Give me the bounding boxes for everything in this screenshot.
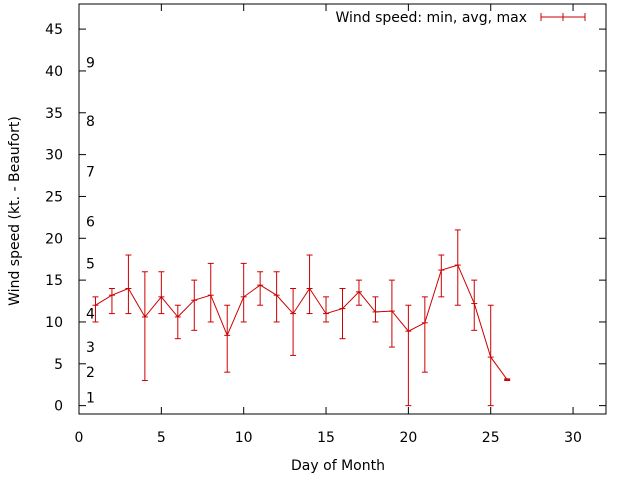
beaufort-labels: 1 2 3 4 5 6 7 8 9 bbox=[86, 56, 95, 407]
beaufort-label: 2 bbox=[86, 365, 95, 381]
x-tick-label: 20 bbox=[399, 430, 417, 446]
x-tick-label: 15 bbox=[317, 430, 335, 446]
beaufort-label: 1 bbox=[86, 390, 95, 406]
y-tick-label: 30 bbox=[45, 148, 63, 164]
beaufort-label: 6 bbox=[86, 215, 95, 231]
beaufort-label: 3 bbox=[86, 340, 95, 356]
y-tick-label: 15 bbox=[45, 273, 63, 289]
x-tick-label: 5 bbox=[157, 430, 166, 446]
beaufort-label: 7 bbox=[86, 164, 95, 180]
legend-entry-label: Wind speed: min, avg, max bbox=[335, 10, 527, 26]
y-tick-label: 35 bbox=[45, 106, 63, 122]
plot-frame bbox=[78, 3, 607, 415]
legend: Wind speed: min, avg, max bbox=[335, 10, 586, 26]
series-line-wind-speed bbox=[95, 264, 508, 380]
x-tick-label: 10 bbox=[235, 430, 253, 446]
x-tick-label: 0 bbox=[75, 430, 84, 446]
x-tick-label: 30 bbox=[564, 430, 582, 446]
y-tick-label: 10 bbox=[45, 315, 63, 331]
beaufort-label: 4 bbox=[86, 307, 95, 323]
y-tick-label: 5 bbox=[54, 357, 63, 373]
x-tick-label: 25 bbox=[482, 430, 500, 446]
y-tick-label: 25 bbox=[45, 189, 63, 205]
y-axis-label: Wind speed (kt. - Beaufort) bbox=[7, 116, 23, 306]
y-tick-label: 0 bbox=[54, 399, 63, 415]
y-tick-label: 45 bbox=[45, 22, 63, 38]
beaufort-label: 8 bbox=[86, 114, 95, 130]
beaufort-label: 5 bbox=[86, 256, 95, 272]
y-tick-label: 40 bbox=[45, 64, 63, 80]
error-bars bbox=[92, 229, 511, 407]
x-axis-ticks: 0 5 10 15 20 25 30 bbox=[75, 4, 582, 446]
y-tick-label: 20 bbox=[45, 231, 63, 247]
beaufort-label: 9 bbox=[86, 56, 95, 72]
x-axis-label: Day of Month bbox=[291, 458, 385, 474]
